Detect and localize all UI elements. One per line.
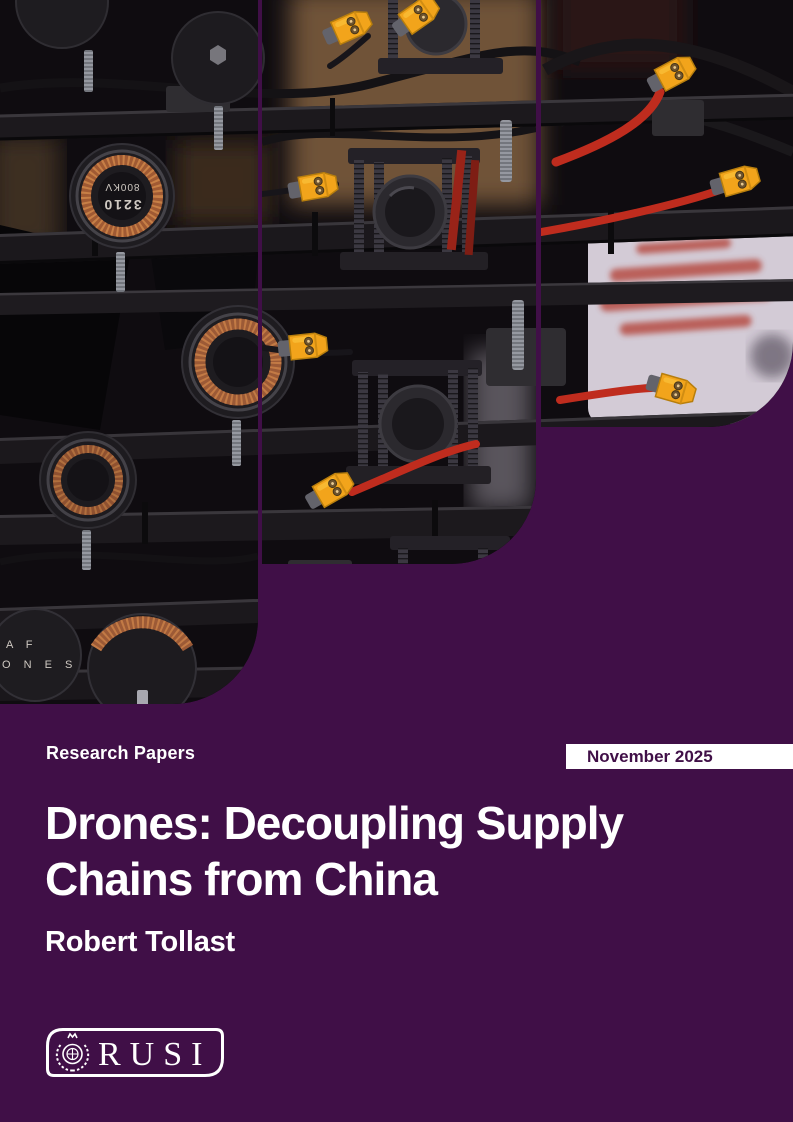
series-label: Research Papers (46, 743, 196, 763)
cover-photo-column-middle (262, 0, 536, 564)
cover-photo-column-right (541, 0, 793, 427)
logo-border (46, 1028, 224, 1077)
cover-photo-column-left (0, 0, 258, 704)
drone-rack-photo (262, 0, 536, 564)
report-title: Drones: Decoupling Supply Chains from Ch… (45, 797, 624, 905)
rusi-crest-icon (55, 1032, 90, 1072)
report-author: Robert Tollast (45, 926, 236, 958)
rusi-logo: RUSI (46, 1028, 224, 1077)
drone-rack-photo (541, 0, 793, 427)
date-badge: November 2025 (566, 744, 793, 769)
drone-rack-photo (0, 0, 258, 704)
logo-wordmark: RUSI (98, 1036, 211, 1073)
